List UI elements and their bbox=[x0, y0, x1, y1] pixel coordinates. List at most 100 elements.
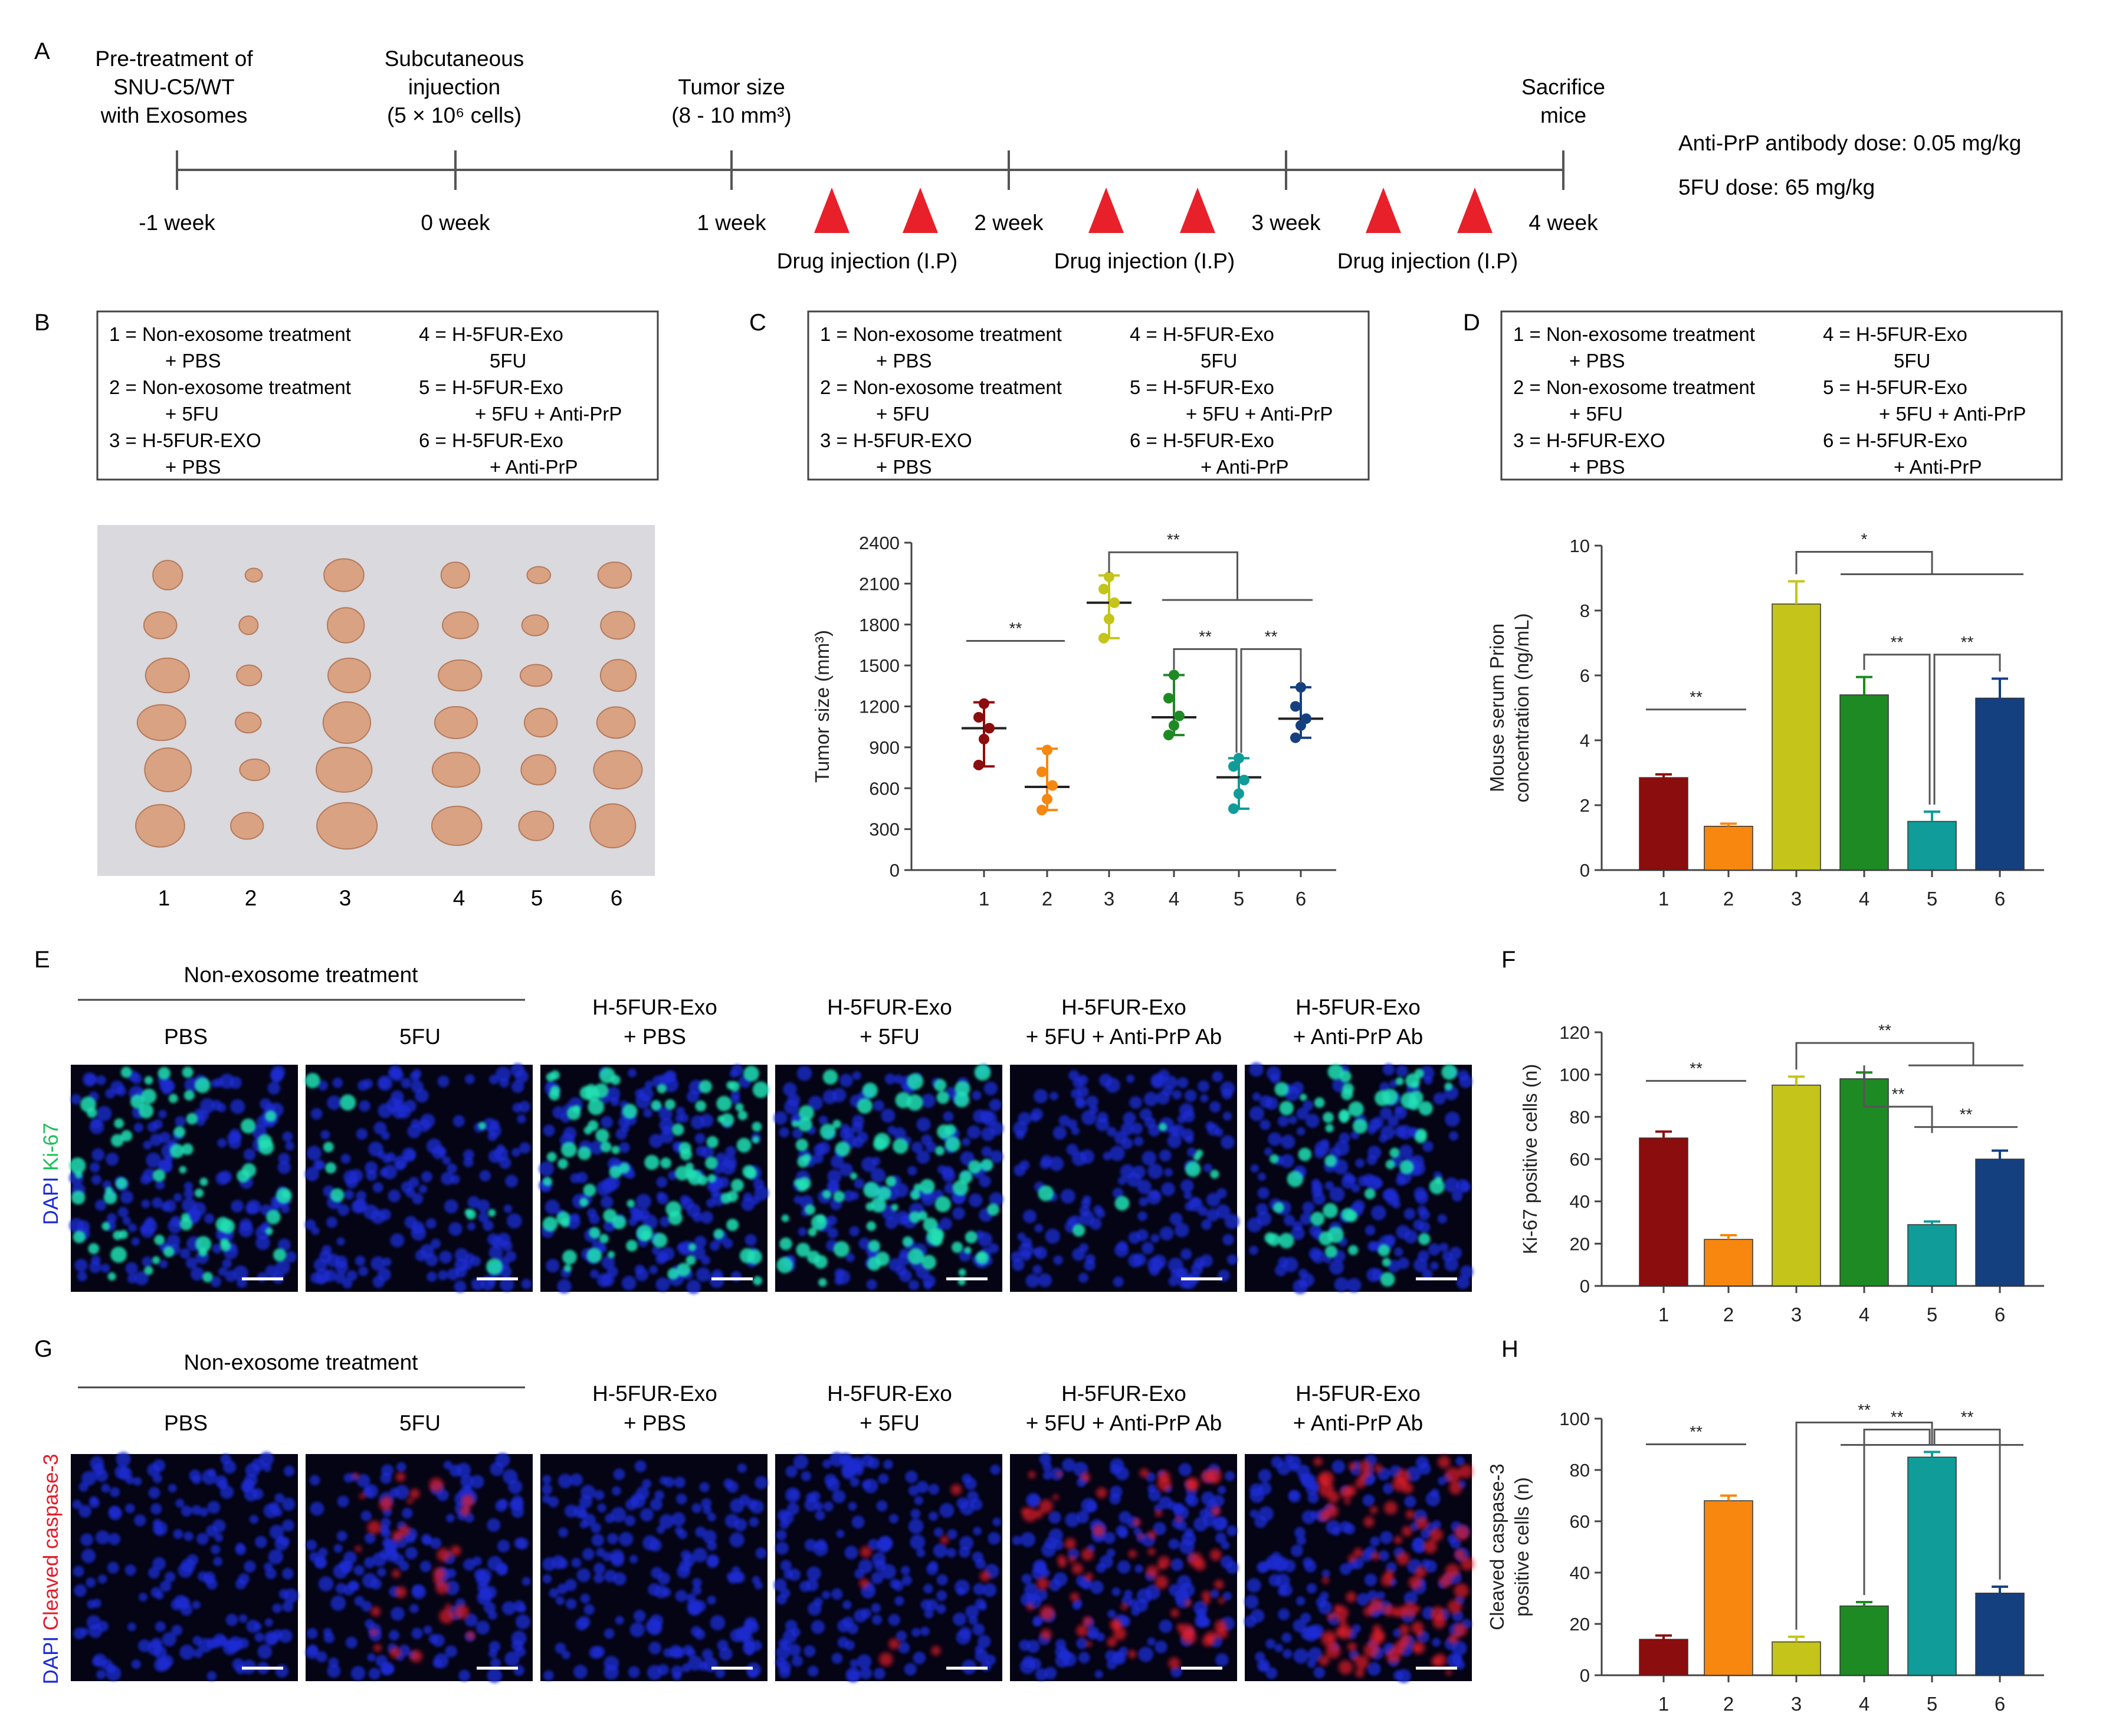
caspase-positive-spot bbox=[940, 1535, 949, 1544]
tumor-specimen bbox=[135, 804, 185, 848]
dapi-nucleus bbox=[842, 1616, 854, 1628]
dapi-nucleus bbox=[89, 1497, 100, 1508]
dapi-nucleus bbox=[147, 1567, 160, 1579]
dapi-nucleus bbox=[876, 1538, 891, 1553]
dapi-nucleus bbox=[483, 1118, 497, 1132]
dapi-nucleus bbox=[454, 1280, 467, 1293]
dapi-nucleus bbox=[660, 1216, 671, 1228]
dapi-nucleus bbox=[545, 1199, 560, 1215]
dapi-nucleus bbox=[635, 1193, 651, 1209]
dapi-nucleus bbox=[613, 1468, 625, 1481]
dapi-nucleus bbox=[558, 1527, 569, 1538]
legend-item-5-sub: + 5FU + Anti-PrP bbox=[1186, 403, 1333, 425]
dapi-nucleus bbox=[591, 1534, 605, 1547]
dapi-nucleus bbox=[1250, 1609, 1265, 1623]
ki67-positive-nucleus bbox=[1324, 1154, 1337, 1167]
tumor-specimen bbox=[326, 607, 365, 644]
tumor-specimen bbox=[524, 707, 558, 738]
ki67-positive-nucleus bbox=[1414, 1068, 1424, 1078]
col-label-2: 5FU bbox=[399, 1025, 441, 1049]
ki67-positive-nucleus bbox=[818, 1278, 827, 1287]
ki67-positive-nucleus bbox=[954, 1091, 970, 1108]
dapi-nucleus bbox=[401, 1147, 416, 1162]
dapi-nucleus bbox=[878, 1474, 889, 1484]
micrograph-tile bbox=[539, 1064, 769, 1294]
dapi-nucleus bbox=[159, 1259, 168, 1268]
ki67-positive-nucleus bbox=[168, 1094, 178, 1104]
dapi-nucleus bbox=[249, 1515, 259, 1524]
tumor-specimen bbox=[518, 810, 555, 841]
timeline: Pre-treatment of SNU-C5/WT with Exosomes… bbox=[95, 47, 2021, 273]
dapi-nucleus bbox=[1343, 1172, 1354, 1183]
dapi-nucleus bbox=[1175, 1269, 1186, 1279]
dapi-nucleus bbox=[450, 1174, 460, 1184]
dapi-nucleus bbox=[826, 1478, 840, 1492]
dapi-nucleus bbox=[495, 1499, 507, 1512]
dapi-nucleus bbox=[1053, 1255, 1063, 1265]
dapi-nucleus bbox=[309, 1475, 320, 1486]
dapi-nucleus bbox=[894, 1596, 904, 1606]
ki67-positive-nucleus bbox=[739, 1248, 755, 1264]
dapi-nucleus bbox=[1329, 1186, 1345, 1202]
dapi-nucleus bbox=[1147, 1257, 1163, 1273]
dapi-nucleus bbox=[1264, 1147, 1272, 1156]
dapi-nucleus bbox=[239, 1218, 252, 1232]
ki67-positive-nucleus bbox=[1385, 1160, 1395, 1170]
dapi-nucleus bbox=[962, 1137, 970, 1146]
ki67-positive-nucleus bbox=[720, 1193, 732, 1204]
dapi-nucleus bbox=[404, 1100, 416, 1113]
dapi-nucleus bbox=[496, 1564, 508, 1576]
dapi-nucleus bbox=[514, 1537, 526, 1549]
dapi-nucleus bbox=[1437, 1214, 1447, 1224]
dapi-nucleus bbox=[1107, 1609, 1116, 1619]
dapi-nucleus bbox=[438, 1270, 448, 1281]
dapi-nucleus bbox=[1221, 1135, 1235, 1150]
ki67-positive-nucleus bbox=[965, 1230, 978, 1243]
dapi-nucleus bbox=[431, 1145, 446, 1160]
ki67-positive-nucleus bbox=[677, 1262, 691, 1277]
dapi-nucleus bbox=[1109, 1146, 1125, 1161]
dapi-nucleus bbox=[692, 1578, 702, 1588]
bar-group-1 bbox=[1639, 777, 1688, 871]
ki67-positive-nucleus bbox=[717, 1115, 725, 1123]
caspase-positive-spot bbox=[1218, 1597, 1225, 1604]
dapi-nucleus bbox=[871, 1614, 883, 1625]
dapi-nucleus bbox=[904, 1663, 917, 1676]
dapi-nucleus bbox=[173, 1193, 182, 1202]
stain-label-ki67: DAPI Ki-67 bbox=[40, 1123, 63, 1225]
dapi-nucleus bbox=[1311, 1249, 1326, 1264]
dapi-nucleus bbox=[1311, 1179, 1320, 1187]
dapi-nucleus bbox=[1013, 1164, 1026, 1177]
ki67-positive-nucleus bbox=[737, 1110, 748, 1121]
dapi-nucleus bbox=[120, 1190, 133, 1204]
stain-caspase: Cleaved caspase-3 bbox=[40, 1453, 63, 1630]
ki67-positive-nucleus bbox=[325, 1162, 337, 1174]
dapi-nucleus bbox=[494, 1146, 509, 1161]
dapi-nucleus bbox=[605, 1513, 615, 1524]
ki67-positive-nucleus bbox=[195, 1189, 204, 1198]
bar-group-3 bbox=[1772, 1084, 1821, 1287]
dapi-nucleus bbox=[417, 1119, 431, 1132]
bar-group-5 bbox=[1907, 1224, 1957, 1287]
dapi-nucleus bbox=[1281, 1632, 1292, 1643]
dapi-nucleus bbox=[389, 1487, 399, 1498]
dapi-nucleus bbox=[1169, 1212, 1183, 1226]
ki67-positive-nucleus bbox=[557, 1159, 568, 1169]
ki67-positive-nucleus bbox=[111, 1134, 124, 1147]
dapi-nucleus bbox=[388, 1189, 401, 1203]
panel-letter-h: H bbox=[1501, 1336, 1518, 1362]
ki67-positive-nucleus bbox=[626, 1240, 638, 1252]
dapi-nucleus bbox=[1090, 1218, 1102, 1230]
dapi-nucleus bbox=[503, 1204, 513, 1213]
x-tick-label: 6 bbox=[1995, 888, 2005, 910]
dapi-nucleus bbox=[1128, 1253, 1143, 1268]
ki67-positive-nucleus bbox=[603, 1209, 617, 1223]
tumor-grid bbox=[135, 558, 643, 850]
dapi-nucleus bbox=[1432, 1520, 1441, 1530]
y-tick-label: 600 bbox=[869, 778, 900, 799]
y-tick-label: 1800 bbox=[859, 615, 900, 635]
dapi-nucleus bbox=[778, 1660, 791, 1673]
legend-box bbox=[1500, 310, 2063, 481]
micrograph-tile bbox=[71, 1451, 299, 1681]
caspase-positive-spot bbox=[461, 1494, 475, 1508]
